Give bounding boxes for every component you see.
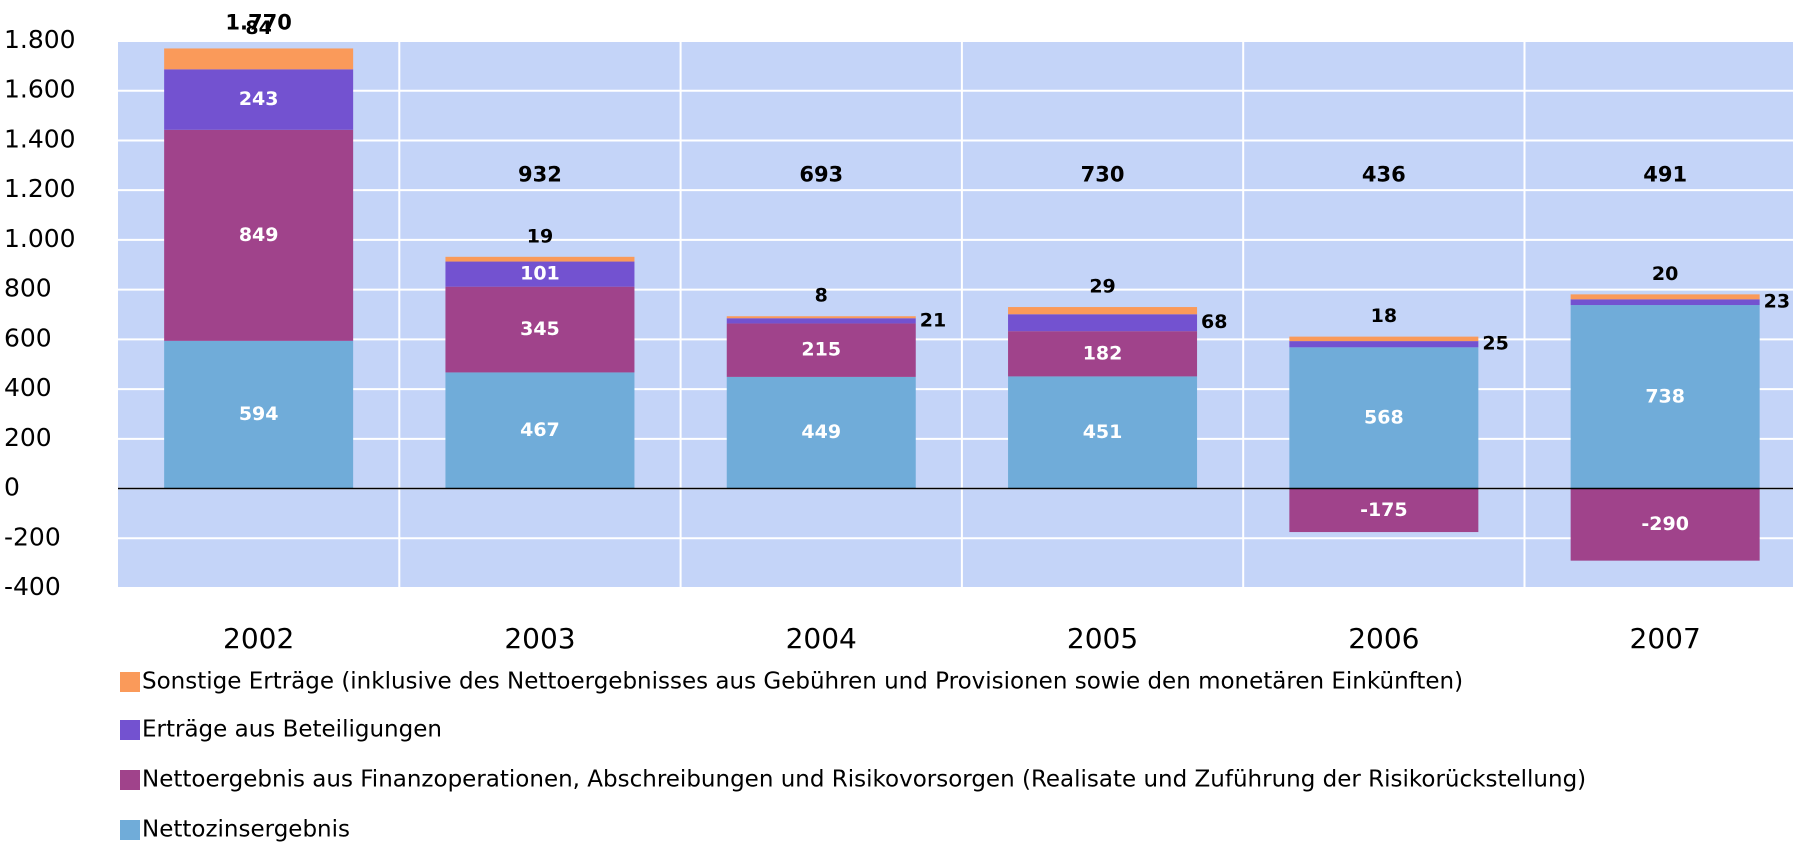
data-label: 451 [1083, 421, 1123, 443]
bar-segment [1289, 347, 1479, 489]
bar-segment [1570, 294, 1760, 300]
data-label: 21 [920, 309, 946, 331]
y-tick-label: 800 [4, 274, 52, 303]
x-tick-label: 2007 [1630, 622, 1701, 655]
data-label: 345 [520, 318, 560, 340]
bar-segment [164, 340, 354, 489]
bar-segment [164, 48, 354, 70]
bar-segment [726, 316, 916, 319]
data-label: -290 [1641, 513, 1689, 535]
bar-segment [1008, 331, 1198, 377]
bar-segment [726, 323, 916, 377]
bar-segment [726, 376, 916, 489]
bar-segment [445, 261, 635, 287]
total-label: 730 [1081, 162, 1125, 186]
legend-label: Sonstige Erträge (inklusive des Nettoerg… [142, 669, 1463, 695]
bar-segment [1289, 336, 1479, 342]
bar-segment [1289, 488, 1479, 533]
legend-label: Erträge aus Beteiligungen [142, 717, 442, 743]
total-label: 436 [1362, 162, 1406, 186]
bar-segment [445, 372, 635, 489]
data-label: 18 [1371, 305, 1397, 327]
data-label: 84 [245, 17, 271, 39]
data-label: 594 [239, 403, 279, 425]
bar-segment [445, 256, 635, 262]
data-label: 215 [801, 339, 841, 361]
bar-segment [1570, 299, 1760, 306]
legend-label: Nettoergebnis aus Finanzoperationen, Abs… [142, 767, 1586, 793]
total-label: 932 [518, 162, 562, 186]
bar-segment [726, 318, 916, 324]
data-label: 467 [520, 419, 560, 441]
data-label: 25 [1482, 333, 1508, 355]
bar-segment [1008, 307, 1198, 315]
data-label: 182 [1083, 342, 1123, 364]
bar-segment [445, 286, 635, 373]
bar-segment [1570, 488, 1760, 561]
y-tick-label: 1.800 [4, 25, 76, 54]
data-label: 68 [1201, 311, 1227, 333]
y-tick-label: 600 [4, 323, 52, 352]
data-label: 101 [520, 263, 560, 285]
x-tick-label: 2002 [223, 622, 294, 655]
bar-segment [1008, 376, 1198, 489]
bar-segment [1008, 314, 1198, 332]
bar-segment [164, 69, 354, 130]
bar-segment [1570, 305, 1760, 489]
data-label: 8 [815, 285, 828, 307]
y-tick-label: -400 [4, 572, 61, 601]
data-label: 243 [239, 88, 279, 110]
y-tick-label: 200 [4, 423, 52, 452]
y-tick-label: 1.200 [4, 174, 76, 203]
legend-label: Nettozinsergebnis [142, 817, 350, 843]
y-tick-label: -200 [4, 522, 61, 551]
data-label: 19 [527, 225, 553, 247]
data-label: 738 [1645, 385, 1685, 407]
plot-area [118, 41, 1793, 588]
data-label: 29 [1089, 276, 1115, 298]
data-label: 23 [1764, 291, 1790, 313]
x-tick-label: 2004 [786, 622, 857, 655]
y-tick-label: 1.400 [4, 124, 76, 153]
total-label: 1.770 [225, 10, 291, 34]
y-tick-label: 0 [4, 473, 20, 502]
data-label: 849 [239, 224, 279, 246]
total-label: 491 [1643, 162, 1687, 186]
bar-segment [1289, 341, 1479, 348]
bar-segment [164, 129, 354, 341]
x-tick-label: 2006 [1348, 622, 1419, 655]
x-tick-label: 2003 [504, 622, 575, 655]
data-label: 20 [1652, 263, 1678, 285]
data-label: -175 [1360, 499, 1408, 521]
legend-swatch [120, 770, 140, 790]
legend-swatch [120, 820, 140, 840]
x-tick-label: 2005 [1067, 622, 1138, 655]
data-label: 449 [801, 421, 841, 443]
legend-swatch [120, 672, 140, 692]
y-tick-label: 1.000 [4, 224, 76, 253]
y-tick-label: 1.600 [4, 75, 76, 104]
y-tick-label: 400 [4, 373, 52, 402]
data-label: 568 [1364, 406, 1404, 428]
legend-swatch [120, 720, 140, 740]
total-label: 693 [799, 162, 843, 186]
